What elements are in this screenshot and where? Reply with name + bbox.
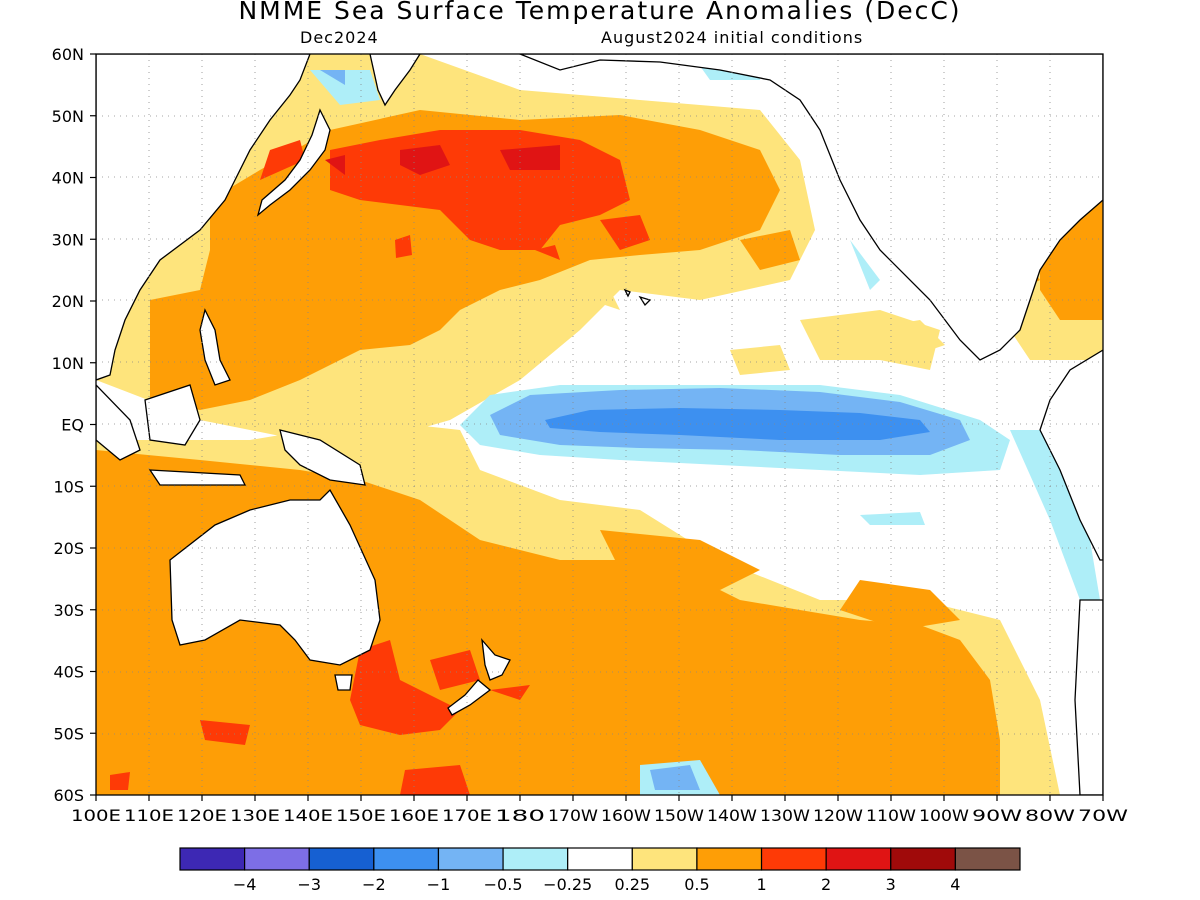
colorbar-label: 0.25 bbox=[614, 875, 650, 894]
colorbar-label: −4 bbox=[233, 875, 257, 894]
lon-tick-label: 80W bbox=[1025, 806, 1075, 825]
anomaly-band-neg1 bbox=[545, 408, 930, 440]
forecast-month: Dec2024 bbox=[300, 28, 379, 47]
lon-tick-label: 140W bbox=[707, 806, 757, 825]
lon-tick-label: 90W bbox=[972, 806, 1022, 825]
colorbar-swatch bbox=[437, 847, 504, 871]
lat-tick-label: 30N bbox=[52, 230, 84, 249]
lat-tick-label: 20S bbox=[53, 539, 84, 558]
colorbar-swatch bbox=[696, 847, 763, 871]
lat-tick-label: EQ bbox=[61, 416, 84, 435]
colorbar-swatch bbox=[567, 847, 633, 871]
lat-tick-label: 40S bbox=[53, 663, 84, 682]
colorbar-label: 3 bbox=[886, 875, 896, 894]
colorbar-swatch bbox=[308, 847, 375, 871]
lon-tick-label: 150E bbox=[336, 806, 386, 825]
lon-tick-label: 180 bbox=[495, 806, 545, 825]
asia-landmass bbox=[96, 54, 311, 381]
initial-conditions: August2024 initial conditions bbox=[601, 28, 864, 47]
longitude-axis: 100E 110E 120E 130E 140E 150E 160E 170E 180 170W 1… bbox=[71, 795, 1128, 825]
colorbar-label: −2 bbox=[362, 875, 386, 894]
colorbar-label: 4 bbox=[950, 875, 960, 894]
lat-tick-label: 10S bbox=[53, 477, 84, 496]
colorbar-label: 2 bbox=[821, 875, 831, 894]
lat-tick-label: 50S bbox=[53, 724, 84, 743]
land-masses bbox=[96, 54, 1103, 795]
colorbar-swatch bbox=[760, 847, 827, 871]
map-title: NMME Sea Surface Temperature Anomalies (… bbox=[238, 0, 962, 25]
lon-tick-label: 100E bbox=[71, 806, 121, 825]
lon-tick-label: 170E bbox=[442, 806, 492, 825]
lon-tick-label: 70W bbox=[1078, 806, 1128, 825]
lon-tick-label: 140E bbox=[283, 806, 333, 825]
lon-tick-label: 120E bbox=[177, 806, 227, 825]
lon-tick-label: 110W bbox=[866, 806, 916, 825]
lon-tick-label: 170W bbox=[548, 806, 598, 825]
hawaii-islands bbox=[623, 288, 652, 307]
colorbar-label: 0.5 bbox=[684, 875, 709, 894]
new-zealand-north-landmass bbox=[481, 637, 511, 681]
lon-tick-label: 130W bbox=[760, 806, 810, 825]
colorbar: −4 −3 −2 −1 −0.5 −0.25 0.25 0.5 1 2 3 4 bbox=[179, 847, 1021, 894]
colorbar-swatch bbox=[244, 847, 310, 871]
philippines-landmass bbox=[199, 308, 231, 386]
colorbar-swatch bbox=[502, 847, 569, 871]
sumatra-landmass bbox=[96, 384, 141, 461]
colorbar-label: −0.25 bbox=[543, 875, 592, 894]
colorbar-swatch bbox=[890, 847, 956, 871]
lon-tick-label: 130E bbox=[230, 806, 280, 825]
lat-tick-label: 30S bbox=[53, 601, 84, 620]
latitude-axis: 60N 50N 40N 30N 20N 10N EQ 10S 20S 30S 40S 50S 60S bbox=[52, 45, 96, 805]
colorbar-swatch bbox=[825, 847, 892, 871]
new-zealand-south-landmass bbox=[447, 679, 492, 716]
lon-tick-label: 160W bbox=[601, 806, 651, 825]
colorbar-label: 1 bbox=[756, 875, 766, 894]
kamchatka-landmass bbox=[369, 54, 421, 107]
lat-tick-label: 10N bbox=[52, 354, 84, 373]
lon-tick-label: 100W bbox=[919, 806, 969, 825]
colorbar-swatch bbox=[179, 847, 246, 871]
japan-landmass bbox=[256, 108, 331, 217]
colorbar-swatch bbox=[373, 847, 440, 871]
lat-tick-label: 20N bbox=[52, 292, 84, 311]
lat-tick-label: 60S bbox=[53, 786, 84, 805]
lon-tick-label: 110E bbox=[124, 806, 174, 825]
colorbar-swatch bbox=[954, 847, 1021, 871]
lon-tick-label: 160E bbox=[389, 806, 439, 825]
colorbar-swatch bbox=[631, 847, 698, 871]
south-america-landmass bbox=[1039, 349, 1103, 561]
colorbar-label: −3 bbox=[297, 875, 321, 894]
lat-tick-label: 50N bbox=[52, 107, 84, 126]
borneo-landmass bbox=[144, 384, 201, 446]
anomaly-band-2 bbox=[325, 145, 560, 175]
tasmania-landmass bbox=[334, 674, 353, 691]
lon-tick-label: 150W bbox=[654, 806, 704, 825]
colorbar-label: −1 bbox=[427, 875, 451, 894]
australia-landmass bbox=[169, 488, 381, 666]
lat-tick-label: 60N bbox=[52, 45, 84, 64]
colorbar-label: −0.5 bbox=[484, 875, 523, 894]
java-landmass bbox=[148, 469, 247, 486]
lat-tick-label: 40N bbox=[52, 169, 84, 188]
new-guinea-landmass bbox=[279, 429, 366, 486]
lon-tick-label: 120W bbox=[813, 806, 863, 825]
